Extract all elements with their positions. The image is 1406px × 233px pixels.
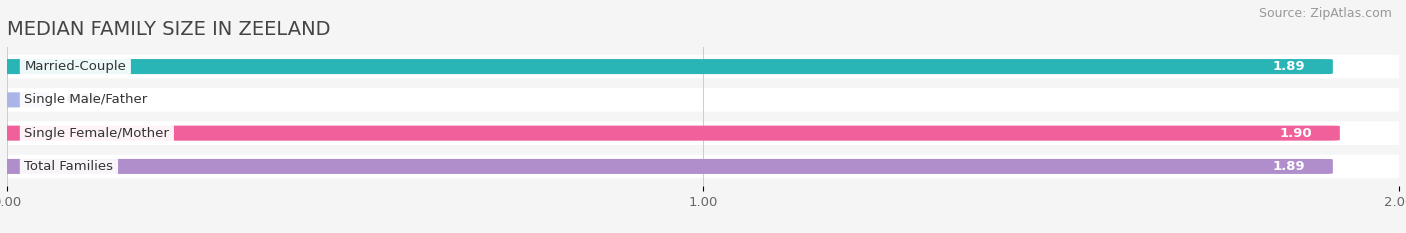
Text: 1.90: 1.90 (1279, 127, 1312, 140)
FancyBboxPatch shape (0, 92, 49, 107)
FancyBboxPatch shape (0, 88, 1406, 112)
Text: Total Families: Total Families (24, 160, 114, 173)
FancyBboxPatch shape (0, 126, 1340, 141)
FancyBboxPatch shape (0, 121, 1406, 145)
FancyBboxPatch shape (0, 159, 1333, 174)
Text: Single Male/Father: Single Male/Father (24, 93, 148, 106)
Text: 1.89: 1.89 (1272, 160, 1305, 173)
FancyBboxPatch shape (0, 59, 1333, 74)
Text: 0.00: 0.00 (66, 93, 98, 106)
Text: Single Female/Mother: Single Female/Mother (24, 127, 169, 140)
Text: Married-Couple: Married-Couple (24, 60, 127, 73)
Text: 1.89: 1.89 (1272, 60, 1305, 73)
FancyBboxPatch shape (0, 55, 1406, 78)
Text: MEDIAN FAMILY SIZE IN ZEELAND: MEDIAN FAMILY SIZE IN ZEELAND (7, 21, 330, 39)
FancyBboxPatch shape (0, 155, 1406, 178)
Text: Source: ZipAtlas.com: Source: ZipAtlas.com (1258, 7, 1392, 20)
